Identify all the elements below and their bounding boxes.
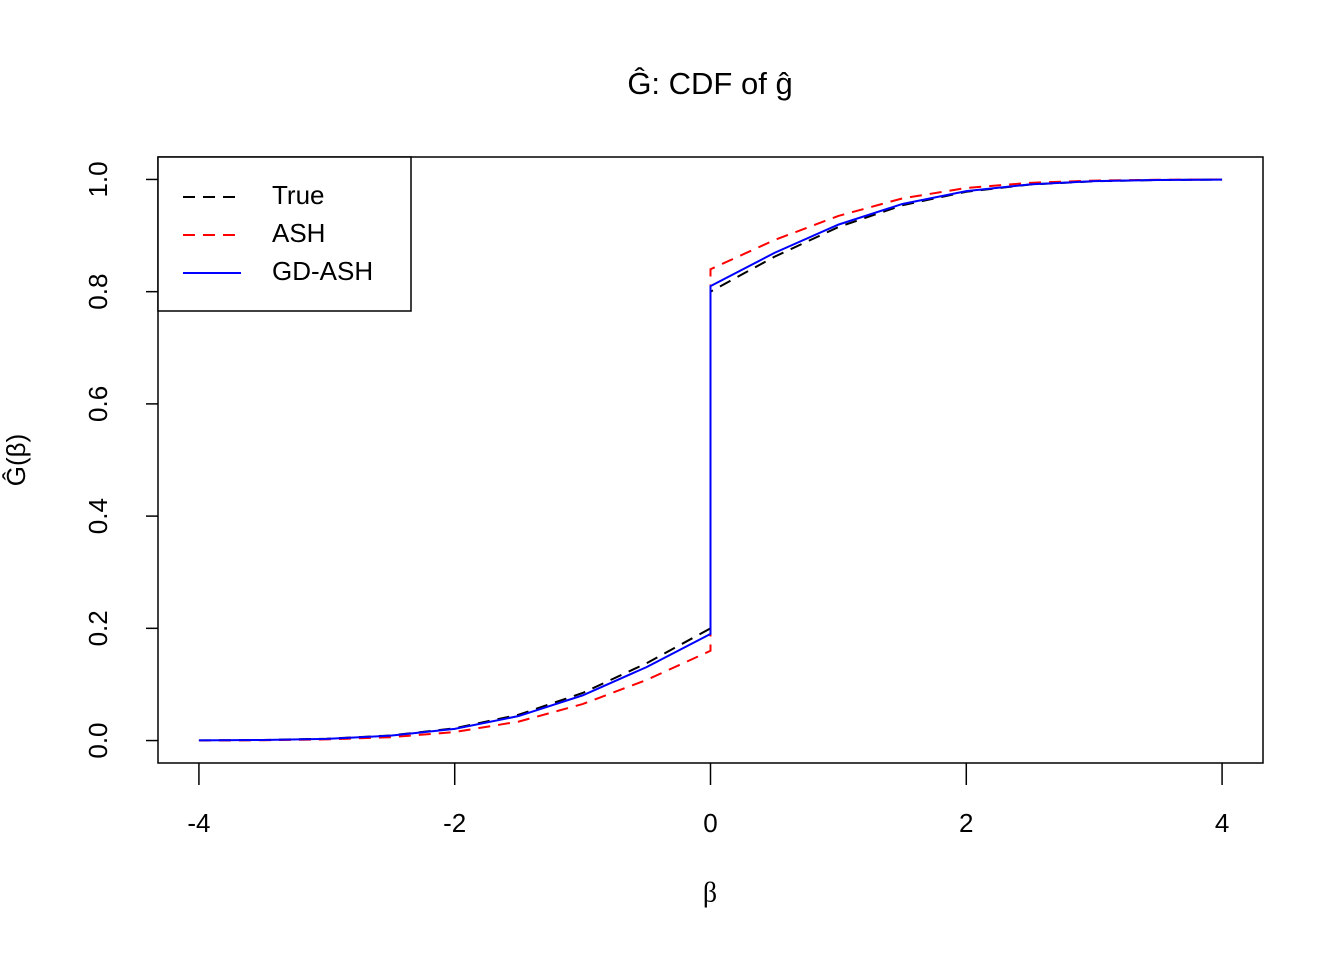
x-tick-label: -4 [187,808,210,838]
x-tick-label: 0 [703,808,717,838]
legend-label: ASH [272,218,325,248]
chart-title: Ĝ: CDF of ĝ [627,66,792,101]
legend-label: GD-ASH [272,256,373,286]
x-tick-label: -2 [443,808,466,838]
y-tick-label: 0.0 [83,722,113,758]
series-line [198,178,1223,742]
legend-label: True [272,180,325,210]
y-tick-label: 0.6 [83,386,113,422]
y-tick-label: 0.4 [83,498,113,534]
y-tick-label: 1.0 [83,161,113,197]
y-tick-label: 0.8 [83,274,113,310]
legend-box [157,156,412,312]
x-axis-label: β [703,877,717,908]
y-axis-label: Ĝ(β) [1,434,31,487]
x-tick-label: 4 [1215,808,1229,838]
series-line [198,178,1223,742]
x-tick-label: 2 [959,808,973,838]
y-tick-label: 0.2 [83,610,113,646]
